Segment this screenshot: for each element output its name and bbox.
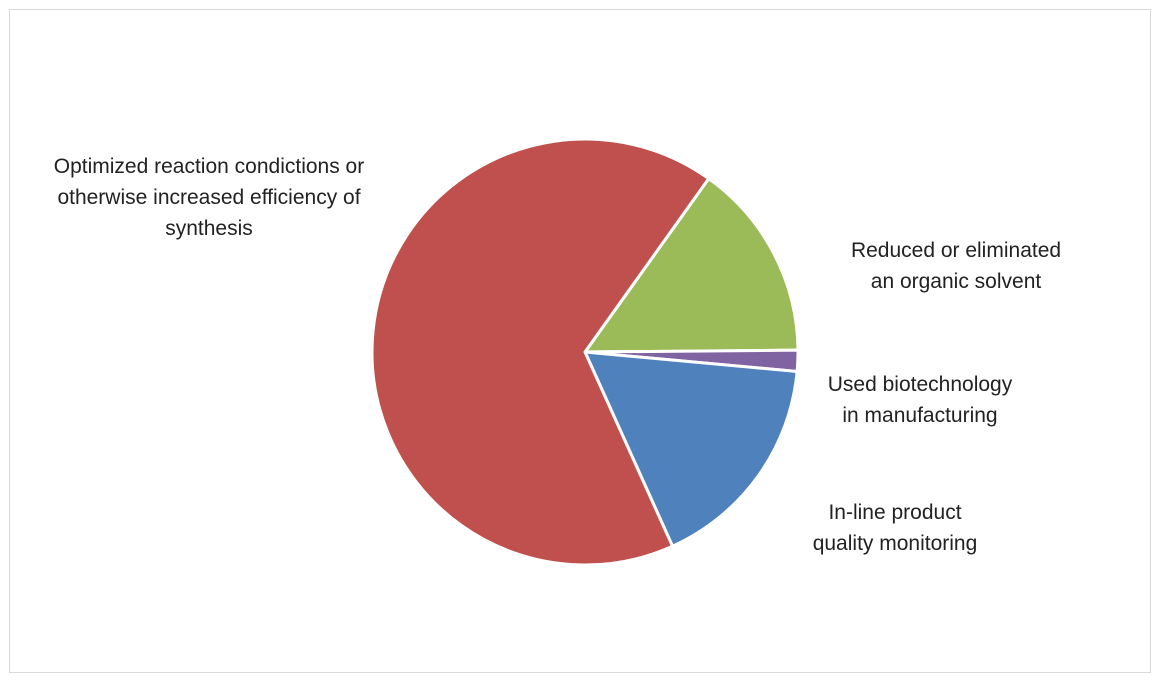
slice-label-biotechnology: Used biotechnology in manufacturing xyxy=(827,373,1013,427)
slice-label-inline-monitoring: In-line product quality monitoring xyxy=(812,501,978,555)
slice-inline-monitoring xyxy=(583,350,799,548)
slice-label-optimized-reaction: Optimized reaction condictions or otherw… xyxy=(53,155,365,240)
slice-label-organic-solvent: Reduced or eliminated an organic solvent xyxy=(850,239,1062,293)
slice-organic-solvent xyxy=(583,177,800,354)
slice-optimized-reaction xyxy=(370,137,711,567)
